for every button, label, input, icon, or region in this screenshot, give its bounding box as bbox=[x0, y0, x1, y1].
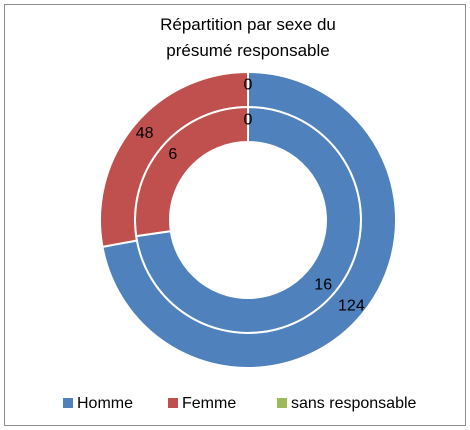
data-label: 48 bbox=[136, 125, 154, 142]
legend-label: Homme bbox=[77, 395, 133, 412]
legend-label: Femme bbox=[182, 395, 236, 412]
data-label: 16 bbox=[314, 276, 332, 293]
data-label: 124 bbox=[338, 297, 365, 314]
data-label: 0 bbox=[244, 112, 253, 129]
chart-title: Répartition par sexe du présumé responsa… bbox=[160, 15, 336, 60]
legend-label: sans responsable bbox=[291, 395, 417, 412]
legend-marker bbox=[277, 398, 287, 408]
legend-marker bbox=[168, 398, 178, 408]
data-label: 0 bbox=[244, 77, 253, 94]
doughnut-segment bbox=[101, 70, 397, 369]
data-label: 6 bbox=[168, 146, 177, 163]
legend-marker bbox=[63, 398, 73, 408]
